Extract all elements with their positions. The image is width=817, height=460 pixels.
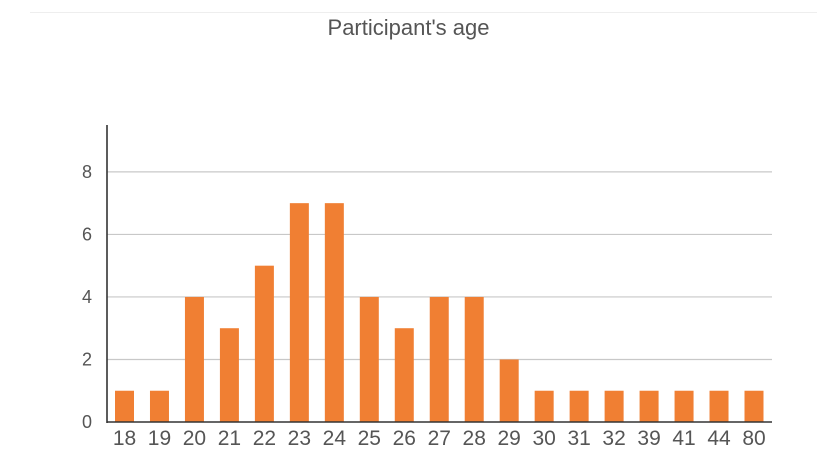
bar-19: [149, 390, 169, 422]
x-tick-label: 32: [602, 427, 625, 450]
bars: [115, 203, 764, 422]
x-tick-label: 39: [637, 427, 660, 450]
chart-title: Participant's age: [327, 15, 490, 40]
x-tick-label: 20: [183, 427, 206, 450]
x-tick-labels: 18 19 20 21 22 23 24 25 26 27 28 29 30 31 32 39 41 44 80: [113, 427, 766, 450]
y-tick-label: 4: [82, 287, 92, 307]
bar-41: [674, 390, 694, 422]
x-tick-label: 30: [532, 427, 555, 450]
bar-23: [289, 203, 309, 422]
bar-18: [115, 390, 134, 422]
x-tick-label: 25: [358, 427, 381, 450]
bar-44: [709, 390, 729, 422]
x-tick-label: 44: [707, 427, 731, 450]
bar-20: [184, 296, 204, 422]
x-tick-label: 23: [288, 427, 311, 450]
y-tick-label: 2: [82, 349, 92, 369]
x-tick-label: 22: [253, 427, 276, 450]
y-tick-label: 6: [82, 224, 92, 244]
x-tick-label: 28: [463, 427, 486, 450]
bar-80: [744, 390, 764, 422]
bar-31: [569, 390, 589, 422]
x-tick-label: 26: [393, 427, 416, 450]
x-tick-label: 19: [148, 427, 171, 450]
bar-30: [534, 390, 554, 422]
x-tick-label: 41: [672, 427, 695, 450]
axes: [106, 125, 772, 423]
y-tick-label: 0: [82, 412, 92, 432]
bar-25: [359, 296, 379, 422]
bar-27: [429, 296, 449, 422]
bar-39: [639, 390, 659, 422]
x-tick-label: 31: [567, 427, 590, 450]
bar-29: [499, 359, 519, 422]
x-tick-label: 29: [498, 427, 521, 450]
y-tick-label: 8: [82, 162, 92, 182]
x-tick-label: 18: [113, 427, 136, 450]
x-tick-label: 27: [428, 427, 451, 450]
bar-32: [604, 390, 624, 422]
x-tick-label: 80: [742, 427, 765, 450]
bar-21: [219, 328, 239, 422]
top-divider: [30, 12, 817, 13]
y-tick-labels: 0 2 4 6 8: [82, 162, 92, 432]
x-tick-label: 24: [323, 427, 347, 450]
bar-28: [464, 296, 484, 422]
x-tick-label: 21: [218, 427, 241, 450]
bar-26: [394, 328, 414, 422]
bar-24: [324, 203, 344, 422]
bar-22: [254, 265, 274, 422]
